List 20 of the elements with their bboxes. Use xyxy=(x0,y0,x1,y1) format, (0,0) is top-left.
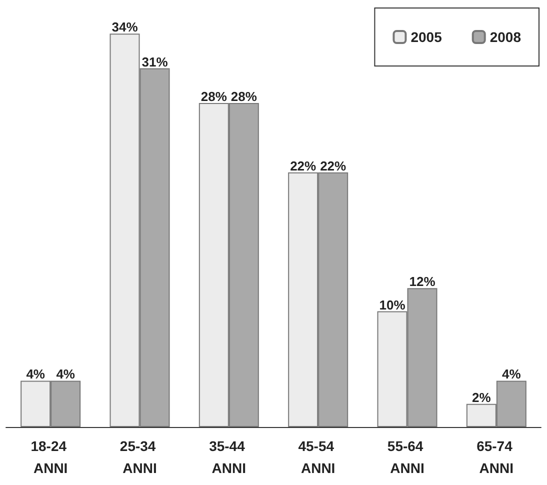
data-label: 28% xyxy=(230,89,258,104)
data-label: 22% xyxy=(290,158,317,174)
x-tick-label: 25-34 ANNI xyxy=(120,438,160,476)
data-label: 4% xyxy=(502,366,522,382)
data-label: 31% xyxy=(142,54,168,70)
x-tick-label: 65-74 ANNI xyxy=(476,438,516,476)
data-label: 4% xyxy=(26,366,46,382)
data-label: 12% xyxy=(409,274,436,290)
data-label: 10% xyxy=(379,297,406,312)
data-label: 34% xyxy=(112,20,138,35)
data-label: 28% xyxy=(200,89,228,104)
data-label: 4% xyxy=(56,366,76,382)
legend-label: 2005 xyxy=(410,29,442,45)
data-label: 22% xyxy=(320,158,347,174)
x-tick-label: 45-54 ANNI xyxy=(298,438,338,476)
x-tick-label: 18-24 ANNI xyxy=(30,438,70,476)
x-tick-label: 35-44 ANNI xyxy=(209,438,249,476)
data-label: 2% xyxy=(472,390,492,405)
x-tick-label: 55-64 ANNI xyxy=(387,438,428,476)
legend-label: 2008 xyxy=(490,29,522,45)
